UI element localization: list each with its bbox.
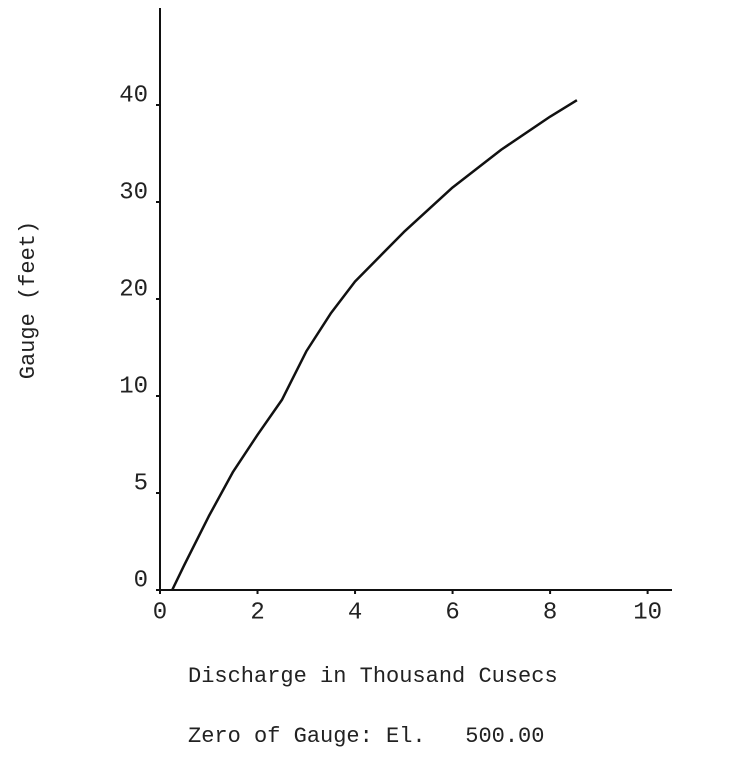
x-tick-label: 0 bbox=[153, 599, 167, 626]
y-axis-label: Gauge (feet) bbox=[16, 221, 41, 379]
y-tick-label: 30 bbox=[119, 179, 148, 206]
x-tick-label: 4 bbox=[348, 599, 362, 626]
y-tick-label: 20 bbox=[119, 276, 148, 303]
x-axis-label: Discharge in Thousand Cusecs bbox=[188, 664, 558, 689]
note: Zero of Gauge: El. 500.00 bbox=[188, 724, 544, 749]
x-tick-label: 6 bbox=[445, 599, 459, 626]
x-tick-label: 8 bbox=[543, 599, 557, 626]
y-tick-label: 10 bbox=[119, 373, 148, 400]
rating-curve bbox=[171, 99, 578, 591]
y-tick-label: 0 bbox=[134, 567, 148, 594]
x-tick-label: 10 bbox=[633, 599, 662, 626]
x-tick-label: 2 bbox=[250, 599, 264, 626]
y-tick-label: 40 bbox=[119, 82, 148, 109]
y-tick-label: 5 bbox=[134, 470, 148, 497]
